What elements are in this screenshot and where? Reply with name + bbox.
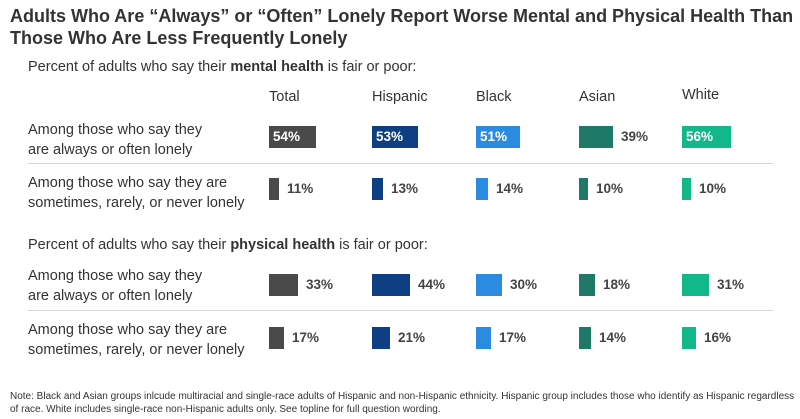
bar-total-s1-r1 <box>269 327 284 349</box>
row-divider <box>28 310 773 311</box>
bar-hispanic-s1-r1 <box>372 327 390 349</box>
bar-hispanic-s0-r0 <box>372 126 418 148</box>
row-label-line: Among those who say they are <box>28 322 228 338</box>
value-label-total-s1-r0: 33% <box>306 277 334 292</box>
physical-health-subtitle: Percent of adults who say their physical… <box>28 237 428 253</box>
bar-hispanic-s1-r0 <box>372 274 410 296</box>
bar-total-s0-r1 <box>269 178 279 200</box>
subtitle-text: Percent of adults who say their <box>28 237 231 253</box>
value-label-black-s1-r1: 17% <box>499 330 527 345</box>
value-label-black-s0-r0: 51% <box>480 129 508 144</box>
row-label-physical-often: Among those who say they are always or of… <box>28 266 263 306</box>
bar-hispanic-s0-r1 <box>372 178 383 200</box>
bar-black-s1-r0 <box>476 274 502 296</box>
value-label-white-s0-r0: 56% <box>686 129 714 144</box>
bar-asian-s1-r1 <box>579 327 591 349</box>
mental-health-subtitle: Percent of adults who say their mental h… <box>28 59 416 75</box>
bar-total-s0-r0 <box>269 126 316 148</box>
bar-white-s0-r0 <box>682 126 731 148</box>
column-header-white: White <box>682 87 720 103</box>
bar-black-s0-r0 <box>476 126 520 148</box>
row-label-line: sometimes, rarely, or never lonely <box>28 342 245 358</box>
bar-total-s1-r0 <box>269 274 298 296</box>
row-divider <box>28 163 773 164</box>
subtitle-text: Percent of adults who say their <box>28 59 231 75</box>
bar-black-s0-r1 <box>476 178 488 200</box>
value-label-black-s1-r0: 30% <box>510 277 538 292</box>
value-label-hispanic-s1-r0: 44% <box>418 277 446 292</box>
value-label-white-s1-r1: 16% <box>704 330 732 345</box>
subtitle-emphasis: mental health <box>230 59 324 75</box>
row-label-line: Among those who say they are <box>28 175 228 191</box>
chart-title: Adults Who Are “Always” or “Often” Lonel… <box>10 6 794 48</box>
value-label-asian-s0-r1: 10% <box>596 181 624 196</box>
value-label-asian-s1-r1: 14% <box>599 330 627 345</box>
bar-asian-s1-r0 <box>579 274 595 296</box>
row-label-line: sometimes, rarely, or never lonely <box>28 195 245 211</box>
footnote: Note: Black and Asian groups inlcude mul… <box>10 391 795 415</box>
bar-white-s1-r1 <box>682 327 696 349</box>
value-label-total-s1-r1: 17% <box>292 330 320 345</box>
row-label-mental-less: Among those who say they are sometimes, r… <box>28 173 263 213</box>
value-label-hispanic-s0-r1: 13% <box>391 181 419 196</box>
subtitle-text: is fair or poor: <box>323 59 417 75</box>
subtitle-text: is fair or poor: <box>335 237 428 253</box>
row-label-mental-often: Among those who say they are always or of… <box>28 120 263 160</box>
column-header-total: Total <box>269 89 300 105</box>
row-label-physical-less: Among those who say they are sometimes, r… <box>28 320 263 360</box>
value-label-black-s0-r1: 14% <box>496 181 524 196</box>
bar-white-s1-r0 <box>682 274 709 296</box>
bar-white-s0-r1 <box>682 178 691 200</box>
column-header-hispanic: Hispanic <box>372 89 428 105</box>
value-label-asian-s1-r0: 18% <box>603 277 631 292</box>
row-label-line: are always or often lonely <box>28 288 193 304</box>
column-header-asian: Asian <box>579 89 616 105</box>
row-label-line: Among those who say they <box>28 122 203 138</box>
subtitle-emphasis: physical health <box>230 237 336 253</box>
column-header-black: Black <box>476 89 512 105</box>
row-label-line: Among those who say they <box>28 268 203 284</box>
value-label-white-s0-r1: 10% <box>699 181 727 196</box>
value-label-white-s1-r0: 31% <box>717 277 745 292</box>
value-label-hispanic-s1-r1: 21% <box>398 330 426 345</box>
value-label-hispanic-s0-r0: 53% <box>376 129 404 144</box>
bar-black-s1-r1 <box>476 327 491 349</box>
row-label-line: are always or often lonely <box>28 142 193 158</box>
value-label-total-s0-r1: 11% <box>287 181 314 196</box>
bar-asian-s0-r0 <box>579 126 613 148</box>
bar-asian-s0-r1 <box>579 178 588 200</box>
value-label-asian-s0-r0: 39% <box>621 129 649 144</box>
value-label-total-s0-r0: 54% <box>273 129 301 144</box>
